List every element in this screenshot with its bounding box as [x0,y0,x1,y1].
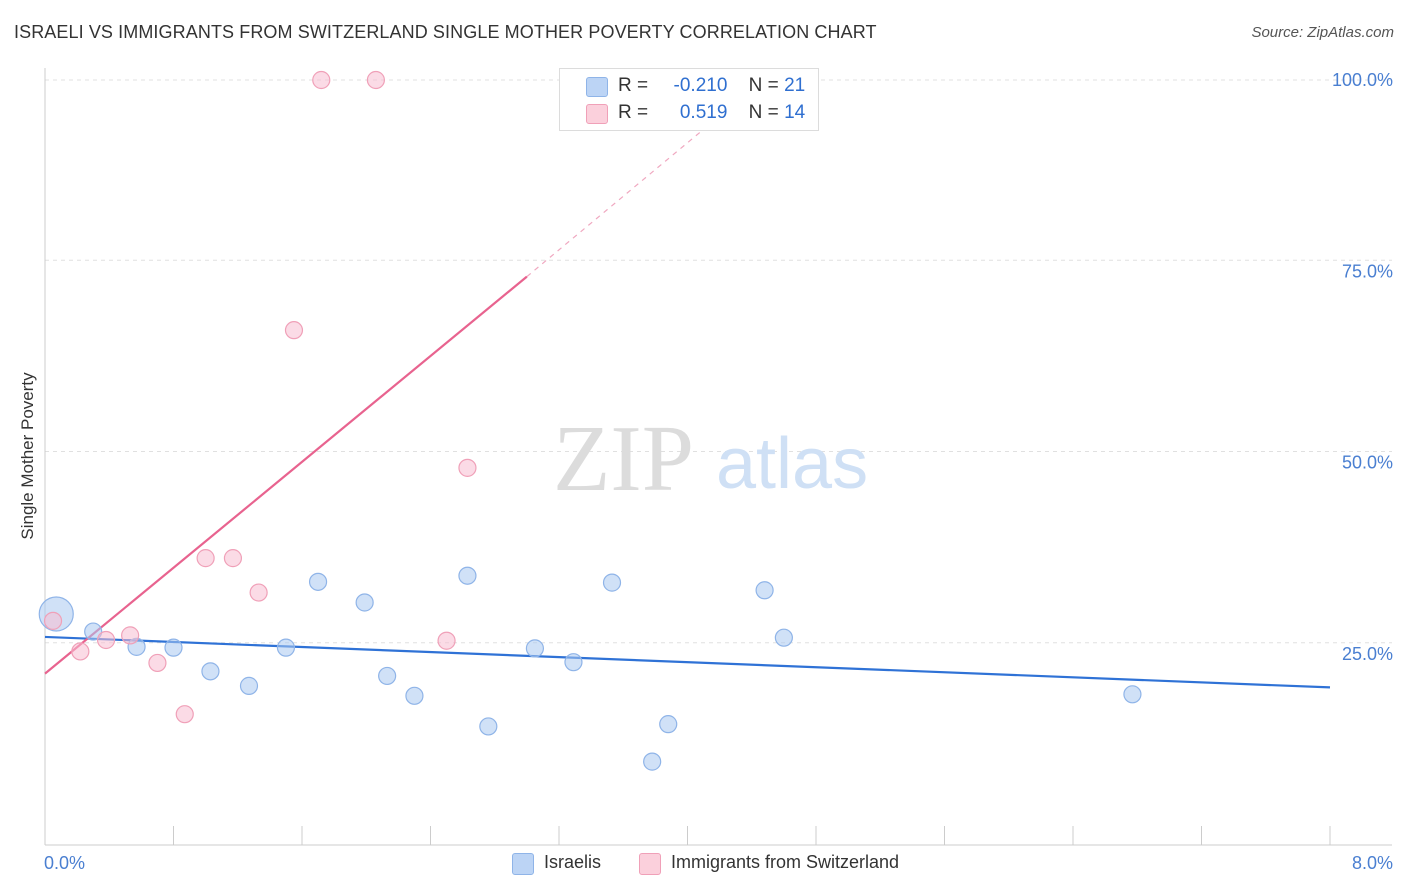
point-swiss [223,549,243,568]
legend-swatch-israelis [586,77,608,97]
watermark-zip: ZIP [553,407,694,511]
trend-line-swiss-extrapolated [526,115,721,278]
axes [44,68,1392,846]
legend-swatch-swiss [586,104,608,124]
x-tick-label: 8.0% [1352,853,1393,873]
point-israelis [355,593,374,612]
point-israelis [479,717,498,736]
chart-title: ISRAELI VS IMMIGRANTS FROM SWITZERLAND S… [14,22,877,42]
legend-n-label: N = [748,102,779,123]
trend-line-swiss [44,275,528,675]
bottom-legend-swatch-swiss [639,853,661,875]
point-israelis [308,572,328,591]
y-tick-label: 50.0% [1342,453,1393,473]
y-tick-label: 25.0% [1342,644,1393,664]
point-israelis [774,628,793,647]
tick-labels: 25.0% 50.0% 75.0% 100.0% 0.0% 8.0% [44,70,1393,873]
point-israelis [755,581,774,600]
point-israelis [525,639,545,658]
bottom-legend-swatch-israelis [512,853,534,875]
point-israelis [276,638,296,657]
legend-n-value-israelis: 21 [784,75,806,96]
point-swiss [458,458,477,477]
point-israelis [564,653,583,672]
point-swiss [175,705,194,724]
trend-line-israelis [44,635,1331,689]
watermark-atlas: atlas [716,424,868,504]
correlation-legend: R = -0.210 N = 21 R = 0.519 N = 14 [559,68,819,131]
legend-r-value-swiss: 0.519 [679,102,728,123]
point-israelis [659,715,678,734]
point-israelis [458,566,477,585]
point-israelis [378,666,397,686]
legend-r-label: R = [618,75,649,96]
bottom-legend-label-israelis: Israelis [544,852,602,872]
legend-r-value-israelis: -0.210 [673,75,728,96]
gridlines [45,79,1392,644]
point-swiss [249,583,268,602]
legend-n-value-swiss: 14 [784,102,806,123]
point-israelis [602,573,622,592]
point-israelis [201,662,220,681]
legend-r-label: R = [618,102,649,123]
point-israelis [164,638,183,657]
point-swiss [196,549,215,568]
y-tick-label: 75.0% [1342,261,1393,281]
watermark: ZIP atlas [553,407,868,511]
point-israelis [1123,685,1142,704]
x-tick-label: 0.0% [44,853,85,873]
point-israelis [84,622,103,641]
point-israelis [239,676,259,695]
source-label: Source: ZipAtlas.com [1251,24,1394,41]
point-swiss [71,642,90,661]
point-swiss [284,321,304,340]
y-tick-label: 100.0% [1332,70,1393,90]
point-israelis [643,752,662,771]
point-swiss [121,626,140,645]
point-swiss [437,631,456,650]
point-swiss [43,611,63,630]
legend-n-label: N = [748,75,779,96]
point-swiss [366,70,385,90]
data-points [38,70,1142,771]
point-swiss [148,653,167,673]
point-swiss [312,70,331,90]
bottom-legend-label-swiss: Immigrants from Switzerland [671,852,900,872]
point-swiss [96,630,116,650]
point-israelis [405,686,424,705]
trend-lines [44,115,1331,689]
